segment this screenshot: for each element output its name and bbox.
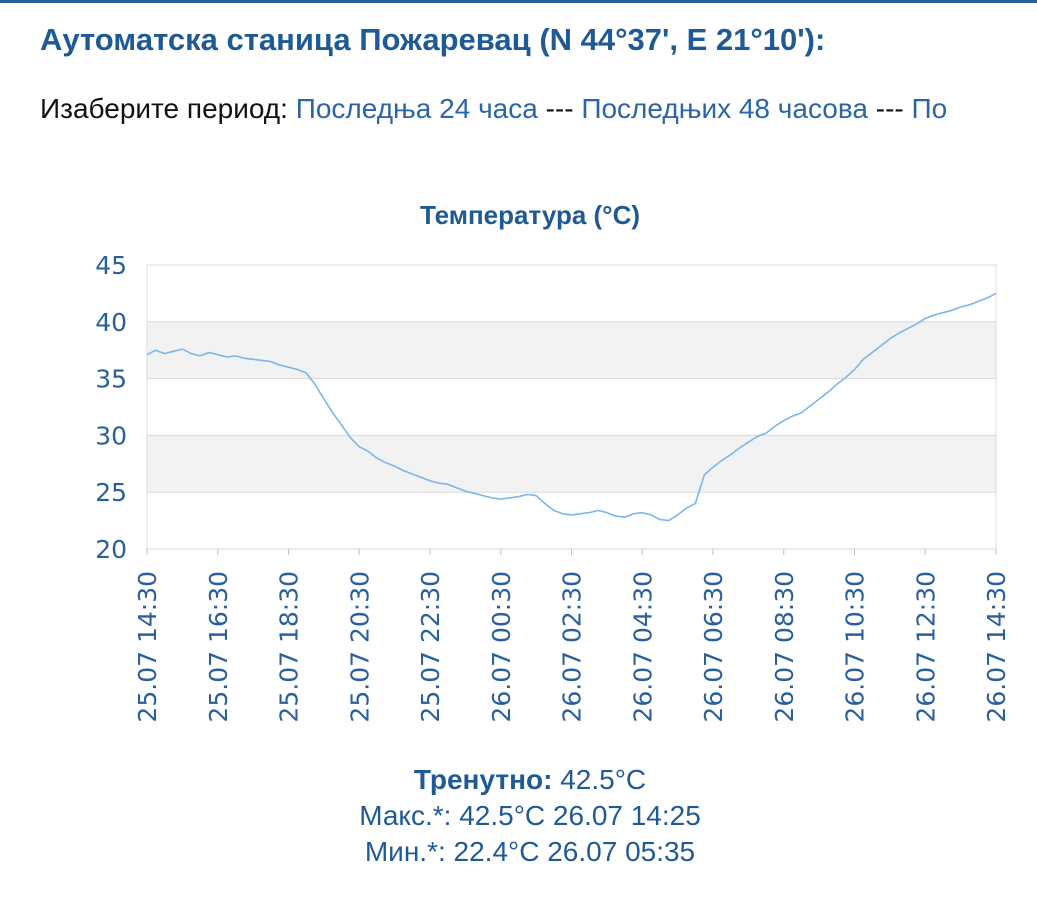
x-tick-label: 25.07 20:30	[345, 571, 374, 723]
y-tick-label: 40	[95, 308, 127, 337]
x-tick-label: 26.07 00:30	[487, 571, 516, 723]
max-temperature: Макс.*: 42.5°C 26.07 14:25	[359, 800, 701, 831]
period-link-truncated[interactable]: По	[911, 93, 948, 124]
station-title: Аутоматска станица Пожаревац (N 44°37', …	[40, 22, 826, 57]
plot-band	[147, 321, 996, 379]
y-tick-label: 45	[95, 251, 127, 280]
period-selector: Изаберите период: Последња 24 часа --- П…	[40, 93, 1037, 125]
x-tick-label: 25.07 22:30	[416, 571, 445, 723]
chart-title: Температура (°C)	[420, 200, 640, 230]
temperature-chart: 20 25 30 35 40 45 25.07 14:30 25.07 16:30 25.07 …	[95, 251, 1011, 723]
plot-border	[146, 264, 997, 550]
x-tick-label: 26.07 14:30	[982, 571, 1011, 723]
stats-block: Тренутно: 42.5°C Макс.*: 42.5°C 26.07 14…	[0, 762, 1037, 870]
x-tick-label: 26.07 10:30	[841, 571, 870, 723]
current-value: 42.5°C	[560, 764, 647, 795]
period-prompt: Изаберите период:	[40, 93, 288, 124]
x-tick-label: 26.07 12:30	[911, 571, 940, 723]
period-link-48h[interactable]: Последњих 48 часова	[581, 93, 868, 124]
x-tick-label: 26.07 04:30	[628, 571, 657, 723]
current-label: Тренутно:	[413, 764, 553, 795]
period-separator: ---	[545, 93, 574, 124]
y-tick-label: 25	[95, 478, 127, 507]
y-tick-label: 35	[95, 365, 127, 394]
x-tick-label: 25.07 16:30	[204, 571, 233, 723]
x-tick-label: 25.07 18:30	[275, 571, 304, 723]
plot-band	[147, 435, 996, 493]
x-tick-label: 25.07 14:30	[133, 571, 162, 723]
x-tick-label: 26.07 08:30	[770, 571, 799, 723]
top-rule	[0, 0, 1037, 3]
current-temperature: Тренутно: 42.5°C	[0, 762, 1037, 798]
y-tick-label: 30	[95, 421, 127, 450]
x-tick-label: 26.07 02:30	[558, 571, 587, 723]
x-tick-label: 26.07 06:30	[699, 571, 728, 723]
period-separator: ---	[875, 93, 904, 124]
y-tick-label: 20	[95, 535, 127, 564]
period-link-24h[interactable]: Последња 24 часа	[295, 93, 538, 124]
min-temperature: Мин.*: 22.4°C 26.07 05:35	[364, 836, 696, 867]
temperature-series-line	[146, 292, 997, 522]
